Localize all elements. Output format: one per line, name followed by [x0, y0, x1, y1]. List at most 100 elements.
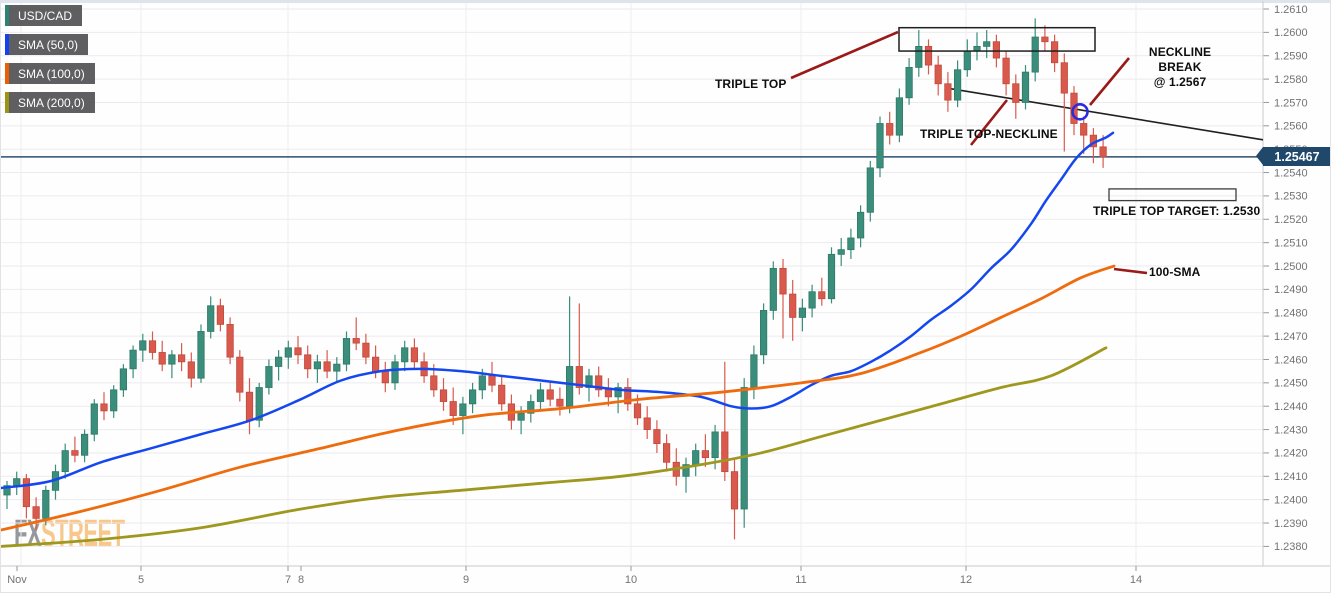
legend-swatch-sma100: [5, 63, 9, 84]
candle-body: [294, 347, 302, 356]
candle-body: [430, 375, 438, 391]
candle-body: [604, 389, 613, 398]
candle-body: [954, 69, 962, 101]
price-tag-arrow-icon: [1256, 147, 1263, 165]
candle-body: [158, 352, 166, 365]
current-price-tag: 1.25467: [1256, 147, 1330, 166]
candle-body: [439, 389, 448, 402]
candle-body: [575, 366, 583, 388]
candle-body: [779, 267, 787, 295]
triple-top-label: TRIPLE TOP: [715, 77, 787, 91]
candle-body: [197, 331, 205, 379]
candle-body: [71, 450, 79, 456]
sma-line-50: [1, 131, 1115, 490]
candle-body: [866, 167, 874, 213]
candle-body: [323, 361, 331, 372]
candle-body: [255, 387, 263, 421]
y-axis-label: 1.2440: [1274, 401, 1308, 413]
x-axis-label: 5: [138, 574, 144, 586]
candle-body: [1031, 36, 1039, 73]
candle-body: [410, 347, 419, 363]
candle-body: [827, 253, 836, 300]
candle-body: [187, 361, 195, 379]
target-box: [1108, 188, 1237, 202]
legend-item-sma50[interactable]: SMA (50,0): [5, 34, 89, 55]
candle-body: [624, 387, 632, 405]
candle-body: [168, 354, 176, 365]
candle-body: [1012, 83, 1020, 103]
legend-swatch-sma50: [5, 34, 9, 55]
candle-body: [177, 354, 186, 363]
candle-body: [148, 340, 157, 353]
candle-body: [818, 291, 826, 300]
candle-body: [207, 305, 215, 332]
candle-body: [119, 368, 127, 391]
x-axis-label: 10: [625, 574, 637, 586]
candle-body: [517, 412, 525, 421]
candle-body: [711, 431, 719, 459]
y-axis-label: 1.2560: [1274, 121, 1308, 133]
y-axis-label: 1.2450: [1274, 378, 1308, 390]
candle-body: [110, 389, 118, 412]
candle-body: [1041, 36, 1049, 43]
candle-body: [663, 443, 671, 463]
current-price-value: 1.25467: [1274, 149, 1320, 164]
candle-body: [934, 64, 942, 85]
candle-body: [769, 267, 777, 311]
candle-body: [381, 370, 389, 384]
candle-body: [42, 489, 50, 519]
candle-body: [226, 324, 234, 358]
legend-item-usdcad[interactable]: USD/CAD: [5, 5, 83, 26]
legend-item-sma200[interactable]: SMA (200,0): [5, 92, 95, 113]
x-axis-label: 9: [463, 574, 469, 586]
annotation-pointer-line: [790, 30, 899, 80]
candle-body: [701, 450, 710, 459]
candle-body: [682, 464, 690, 477]
candle-body: [22, 478, 31, 508]
y-axis-label: 1.2390: [1274, 518, 1308, 530]
sma-line-100: [1, 264, 1116, 532]
candle-body: [32, 506, 40, 519]
y-axis-label: 1.2410: [1274, 471, 1308, 483]
legend-swatch-sma200: [5, 92, 9, 113]
candle-body: [585, 375, 593, 388]
y-axis-label: 1.2480: [1274, 308, 1308, 320]
candle-body: [915, 45, 923, 68]
neckline-break-label: NECKLINE BREAK @ 1.2567: [1128, 45, 1232, 90]
candle-body: [730, 471, 739, 510]
x-axis-label: 14: [1130, 574, 1142, 586]
y-axis-label: 1.2420: [1274, 448, 1308, 460]
legend-label-sma50: SMA (50,0): [18, 37, 79, 52]
candle-body: [750, 354, 758, 388]
candle-body: [391, 361, 399, 384]
candle-body: [808, 291, 816, 309]
candle-body: [478, 375, 486, 391]
candle-body: [1080, 123, 1088, 136]
x-axis-label: 8: [298, 574, 304, 586]
candle-body: [944, 83, 952, 101]
top-border: [1, 1, 1330, 3]
legend-item-sma100[interactable]: SMA (100,0): [5, 63, 95, 84]
candle-body: [216, 305, 224, 325]
candle-body: [236, 356, 244, 393]
candle-body: [798, 307, 807, 318]
sma-line-200: [1, 346, 1108, 548]
candle-body: [61, 450, 69, 473]
candle-body: [3, 485, 11, 496]
candle-body: [740, 387, 748, 510]
candle-body: [643, 417, 651, 430]
candle-body: [100, 403, 108, 412]
candle-body: [459, 403, 467, 416]
neckline-break-label-line1: NECKLINE BREAK: [1148, 45, 1212, 74]
sma100-label: 100-SMA: [1149, 265, 1201, 279]
candle-body: [304, 354, 312, 370]
candle-body: [895, 97, 904, 136]
x-axis-label: 7: [285, 574, 291, 586]
y-axis-label: 1.2500: [1274, 261, 1308, 273]
candle-body: [401, 347, 409, 363]
candle-body: [1099, 146, 1107, 158]
neckline-break-circle: [1071, 103, 1089, 121]
candle-body: [886, 123, 894, 136]
